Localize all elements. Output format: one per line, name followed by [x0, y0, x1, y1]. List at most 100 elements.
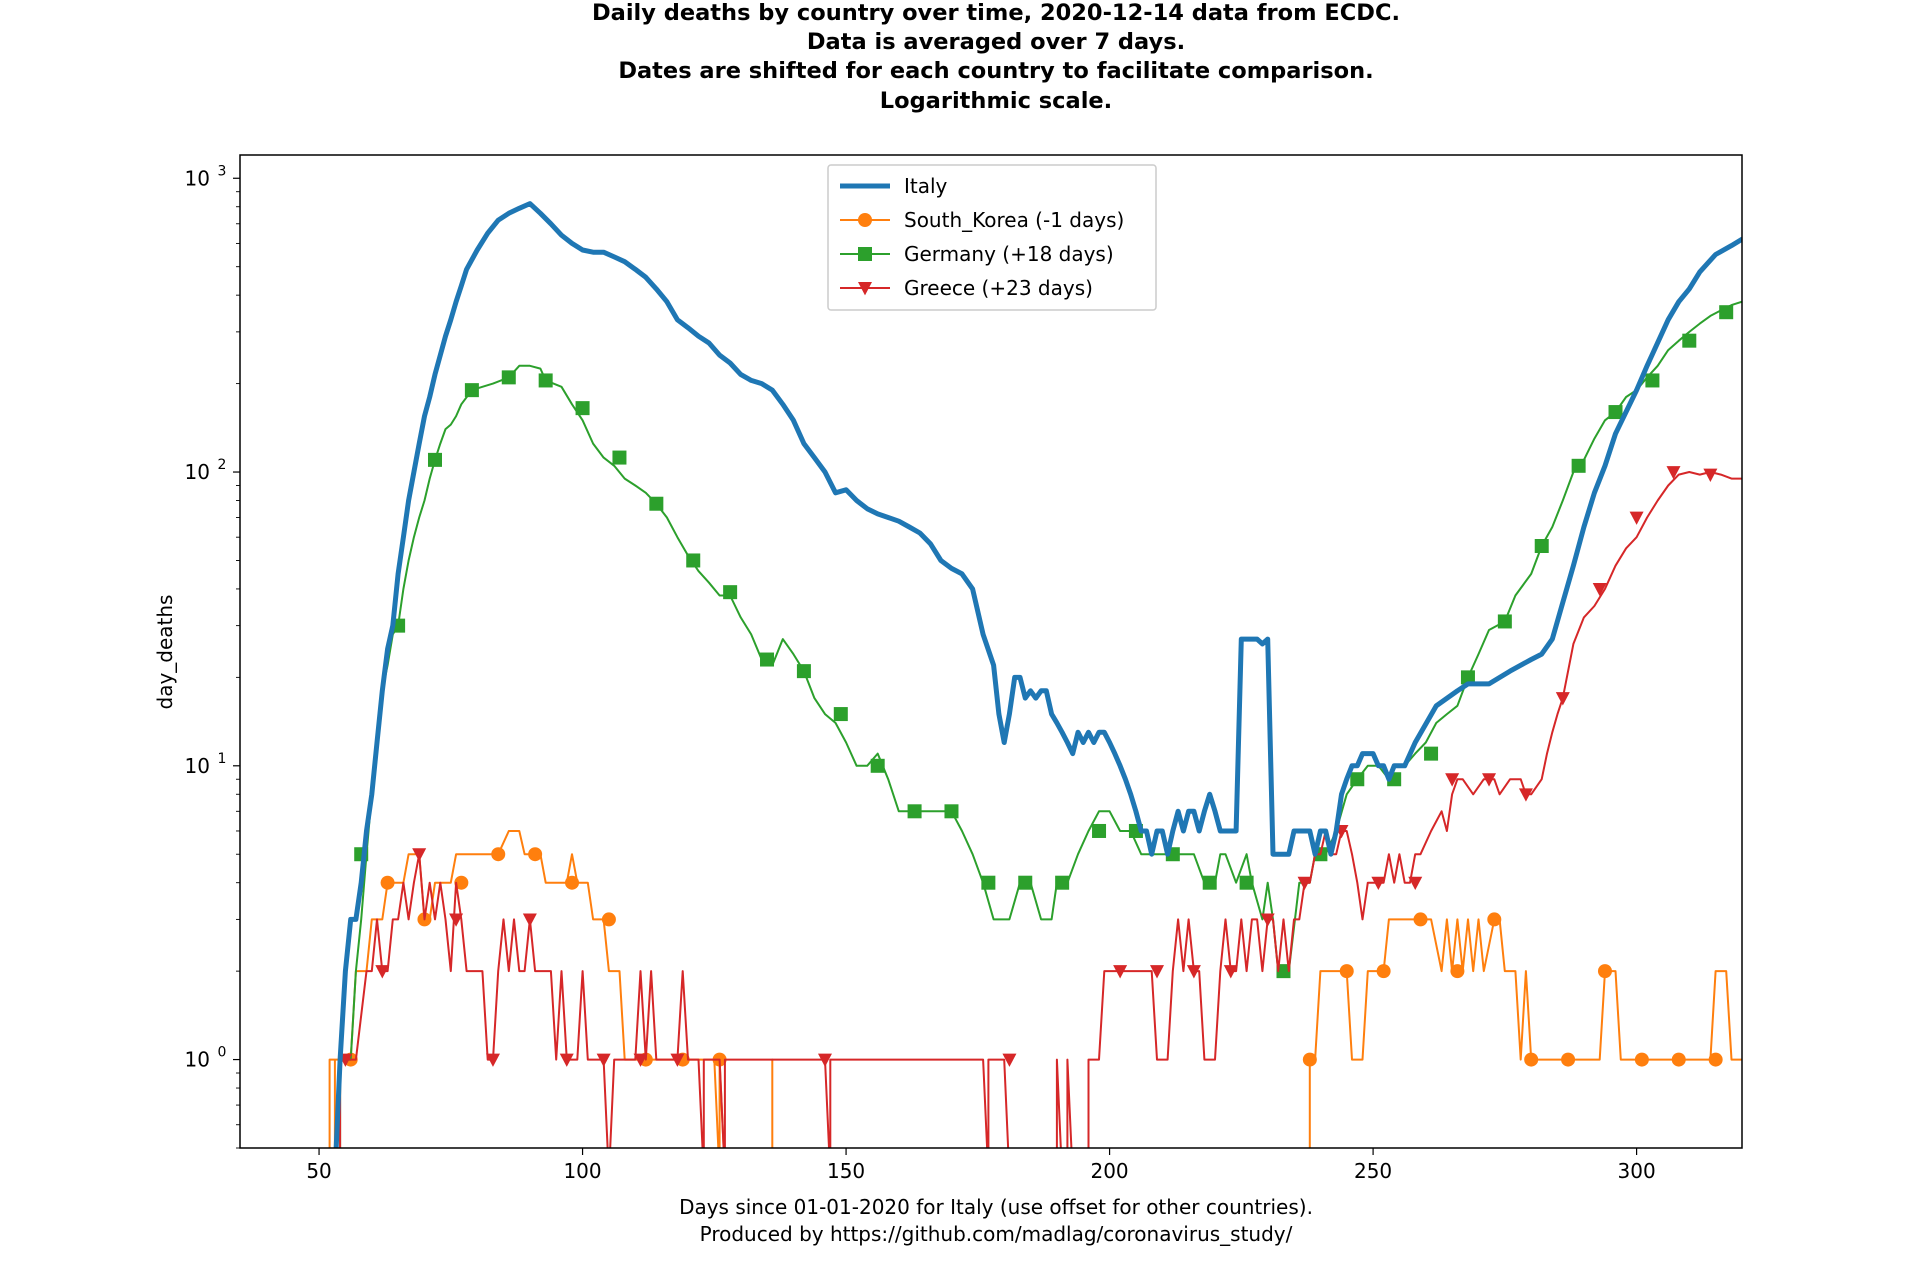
data-point [1524, 1052, 1539, 1067]
legend-label: South_Korea (-1 days) [904, 208, 1124, 232]
x-axis-label-line-1: Days since 01-01-2020 for Italy (use off… [679, 1195, 1313, 1219]
data-point [1150, 965, 1165, 979]
data-point [649, 496, 664, 511]
data-point [491, 847, 506, 862]
data-point [670, 1053, 685, 1067]
data-point [1460, 670, 1475, 685]
data-point [1408, 876, 1423, 891]
data-point [1371, 876, 1386, 891]
y-tick-exponent: 3 [218, 163, 227, 179]
data-point [1276, 964, 1291, 979]
data-point [1645, 373, 1660, 388]
data-point [1202, 875, 1217, 890]
legend-item: Italy [840, 174, 948, 198]
data-point [1708, 1052, 1723, 1067]
chart-title: Daily deaths by country over time, 2020-… [592, 0, 1400, 114]
data-point [565, 875, 580, 890]
data-point [1671, 1052, 1686, 1067]
x-axis-label-line-2: Produced by https://github.com/madlag/co… [700, 1222, 1293, 1246]
data-point [1629, 511, 1644, 525]
x-tick-label: 250 [1354, 1159, 1392, 1183]
legend-marker [858, 213, 872, 227]
data-point [464, 383, 479, 398]
y-tick-label: 10 [185, 166, 210, 190]
data-point [1186, 965, 1201, 979]
data-point [1592, 582, 1607, 597]
data-point [686, 553, 701, 568]
data-point [981, 875, 996, 890]
data-point [1424, 746, 1439, 761]
data-point [1497, 614, 1512, 629]
plot-frame [239, 154, 1743, 1149]
y-axis-label: day_deaths [153, 595, 177, 710]
y-tick-exponent: 1 [218, 751, 227, 767]
series-line [333, 201, 1742, 1148]
data-point [1597, 964, 1612, 979]
data-point [796, 664, 811, 679]
data-point [1634, 1052, 1649, 1067]
legend-item: South_Korea (-1 days) [840, 208, 1124, 232]
legend-label: Germany (+18 days) [904, 242, 1114, 266]
legend-marker [858, 247, 872, 261]
data-point [1055, 875, 1070, 890]
data-point [528, 847, 543, 862]
data-point [870, 758, 885, 773]
data-point [1002, 1053, 1017, 1067]
data-point [760, 652, 775, 667]
legend-label: Italy [904, 174, 948, 198]
data-point [1092, 823, 1107, 838]
data-point [1666, 466, 1681, 480]
data-point [1719, 305, 1734, 320]
data-point [1450, 964, 1465, 979]
data-point [633, 1053, 648, 1067]
data-point [1482, 773, 1497, 787]
title-line-4: Logarithmic scale. [880, 88, 1112, 114]
data-point [601, 912, 616, 927]
data-point [612, 450, 627, 465]
y-tick-label: 10 [185, 754, 210, 778]
legend-box [827, 164, 1157, 311]
legend-label: Greece (+23 days) [904, 276, 1093, 300]
data-point [485, 1053, 500, 1067]
x-tick-label: 200 [1090, 1159, 1128, 1183]
data-point [1703, 468, 1718, 482]
data-point [1018, 875, 1033, 890]
data-point [907, 804, 922, 819]
x-tick-label: 150 [827, 1159, 865, 1183]
data-point [1487, 912, 1502, 927]
plot-series [328, 201, 1742, 1148]
data-point [1260, 913, 1275, 927]
data-point [1239, 875, 1254, 890]
data-point [1561, 1052, 1576, 1067]
x-axis: 50 100 150 200 250 300 [306, 1148, 1656, 1183]
data-point [427, 452, 442, 467]
data-point [1518, 788, 1533, 802]
data-point [1297, 876, 1312, 891]
data-point [559, 1053, 574, 1067]
series-0 [333, 201, 1742, 1148]
y-tick-label: 10 [185, 460, 210, 484]
data-point [449, 913, 464, 927]
data-point [596, 1053, 611, 1067]
data-point [817, 1053, 832, 1067]
y-tick-exponent: 0 [218, 1045, 227, 1061]
data-point [501, 370, 516, 385]
x-tick-label: 50 [306, 1159, 331, 1183]
data-point [1445, 773, 1460, 787]
data-point [1302, 1052, 1317, 1067]
data-point [375, 965, 390, 979]
legend-item: Greece (+23 days) [840, 276, 1093, 300]
data-point [1608, 405, 1623, 420]
data-point [1555, 692, 1570, 706]
data-point [1413, 912, 1428, 927]
legend-item: Germany (+18 days) [840, 242, 1114, 266]
data-point [575, 401, 590, 416]
data-point [380, 875, 395, 890]
legend-marker [858, 282, 872, 296]
series-3 [338, 466, 1742, 1148]
legend: Italy South_Korea (-1 days) Germany (+18 d… [827, 164, 1157, 311]
data-point [944, 804, 959, 819]
series-2 [339, 300, 1742, 1148]
data-point [1376, 964, 1391, 979]
